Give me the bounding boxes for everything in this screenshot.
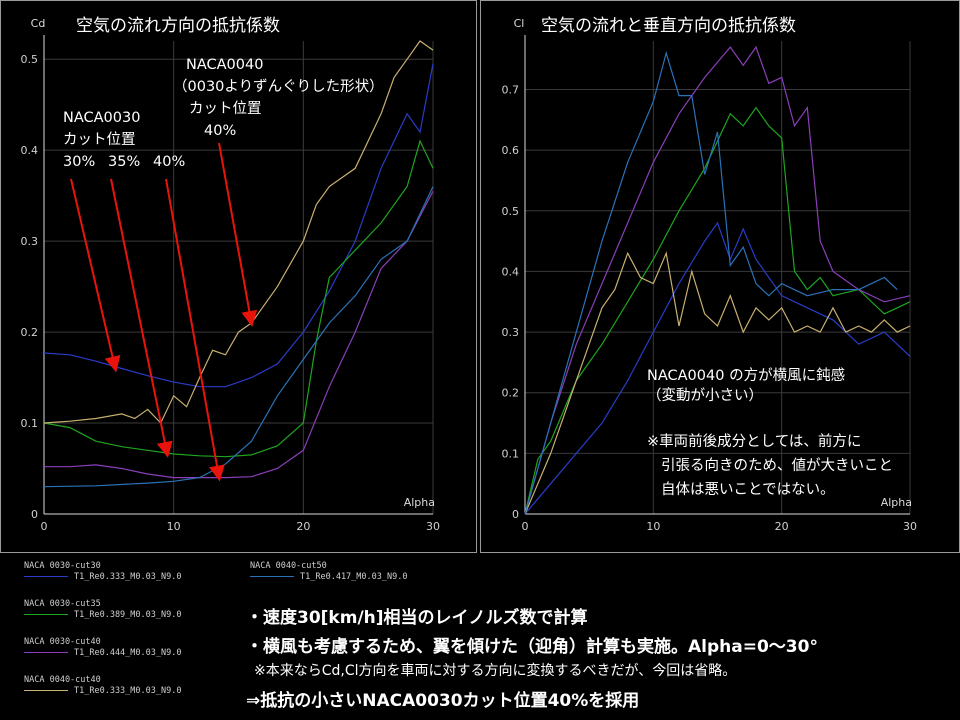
x-tick-label: 10 (646, 520, 660, 533)
legend-item: NACA 0030-cut30 T1_Re0.333_M0.03_N9.0 (24, 561, 181, 583)
naca0030-label: NACA0030 (63, 109, 140, 128)
x-tick-label: 20 (296, 520, 310, 533)
y-tick-label: 0.1 (21, 417, 39, 430)
cl-note-3: ※車両前後成分としては、前方に (647, 433, 861, 452)
legend-name: NACA 0040-cut40 (24, 675, 181, 686)
annotation-arrow (219, 143, 251, 323)
x-axis-label: Alpha (881, 496, 912, 509)
y-tick-label: 0.1 (502, 447, 520, 460)
x-tick-label: 0 (522, 520, 529, 533)
x-tick-label: 0 (41, 520, 48, 533)
bullet-conclusion: ⇒抵抗の小さいNACA0030カット位置40%を採用 (246, 686, 639, 711)
y-tick-label: 0.5 (502, 205, 520, 218)
bullet-reynolds: ・速度30[km/h]相当のレイノルズ数で計算 (246, 603, 588, 628)
naca0040-note: （0030よりずんぐりした形状） (173, 78, 384, 97)
legend-name: NACA 0030-cut40 (24, 637, 181, 648)
legend-swatch (24, 652, 68, 653)
y-axis-label: Cl (514, 17, 525, 30)
series-line (44, 191, 433, 478)
series-line (44, 187, 433, 487)
y-tick-label: 0.7 (502, 84, 520, 97)
legend-sub: T1_Re0.417_M0.03_N9.0 (300, 572, 407, 582)
y-tick-label: 0 (31, 508, 38, 521)
naca0040-label: NACA0040 (186, 56, 263, 75)
x-tick-label: 20 (775, 520, 789, 533)
naca0030-cut-label: カット位置 (63, 131, 136, 150)
y-tick-label: 0 (512, 508, 519, 521)
y-tick-label: 0.3 (502, 326, 520, 339)
cl-note-1: NACA0040 の方が横風に鈍感 (647, 367, 845, 386)
pct30-label: 30% (63, 153, 95, 172)
legend-item: NACA 0040-cut40 T1_Re0.333_M0.03_N9.0 (24, 675, 181, 697)
pct40-label: 40% (153, 153, 185, 172)
legend-item: NACA 0030-cut40 T1_Re0.444_M0.03_N9.0 (24, 637, 181, 659)
x-axis-label: Alpha (404, 496, 435, 509)
y-tick-label: 0.2 (21, 326, 39, 339)
naca0040-cut-label: カット位置 (189, 100, 262, 119)
legend-swatch (24, 576, 68, 577)
naca0040-pct-label: 40% (204, 122, 236, 141)
y-axis-label: Cd (31, 17, 46, 30)
y-tick-label: 0.5 (21, 53, 39, 66)
cd-chart-title: 空気の流れ方向の抵抗係数 (76, 11, 280, 36)
cl-chart-title: 空気の流れと垂直方向の抵抗係数 (541, 11, 796, 36)
series-line (44, 41, 433, 423)
legend-swatch (24, 614, 68, 615)
y-tick-label: 0.2 (502, 387, 520, 400)
annotation-arrow (71, 179, 115, 368)
x-tick-label: 30 (903, 520, 917, 533)
cl-note-2: （変動が小さい） (647, 387, 763, 406)
legend-sub: T1_Re0.444_M0.03_N9.0 (74, 648, 181, 658)
cl-note-5: 自体は悪いことではない。 (661, 481, 835, 500)
x-tick-label: 30 (426, 520, 440, 533)
legend-sub: T1_Re0.333_M0.03_N9.0 (74, 572, 181, 582)
pct35-label: 35% (108, 153, 140, 172)
y-tick-label: 0.3 (21, 235, 39, 248)
bullet-note: ※本来ならCd,Cl方向を車両に対する方向に変換するべきだが、今回は省略。 (254, 660, 736, 680)
legend-item: NACA 0030-cut35 T1_Re0.389_M0.03_N9.0 (24, 599, 181, 621)
series-line (44, 141, 433, 457)
legend-sub: T1_Re0.333_M0.03_N9.0 (74, 686, 181, 696)
legend-sub: T1_Re0.389_M0.03_N9.0 (74, 610, 181, 620)
y-tick-label: 0.6 (502, 144, 520, 157)
y-tick-label: 0.4 (502, 265, 520, 278)
legend-name: NACA 0030-cut35 (24, 599, 181, 610)
legend: NACA 0030-cut30 T1_Re0.333_M0.03_N9.0 NA… (0, 556, 245, 720)
y-tick-label: 0.4 (21, 144, 39, 157)
legend-name: NACA 0030-cut30 (24, 561, 181, 572)
cl-chart-panel: 0 0.1 0.2 0.3 0.4 0.5 0.6 0.7 0 10 20 30 Cl Alpha 空気の… (480, 0, 960, 553)
legend-name: NACA 0040-cut50 (250, 561, 407, 572)
legend-item: NACA 0040-cut50 T1_Re0.417_M0.03_N9.0 (250, 561, 407, 583)
cd-chart-panel: 0 0.1 0.2 0.3 0.4 0.5 0 10 20 30 Cd Alpha 空気の流れ方向の抵… (0, 0, 477, 553)
cl-note-4: 引張る向きのため、値が大きいこと (661, 457, 893, 476)
bullet-angle: ・横風も考慮するため、翼を傾けた（迎角）計算も実施。Alpha=0～30° (246, 632, 818, 657)
legend-swatch (250, 576, 294, 577)
annotation-arrow (111, 179, 167, 454)
legend-swatch (24, 690, 68, 691)
x-tick-label: 10 (167, 520, 181, 533)
